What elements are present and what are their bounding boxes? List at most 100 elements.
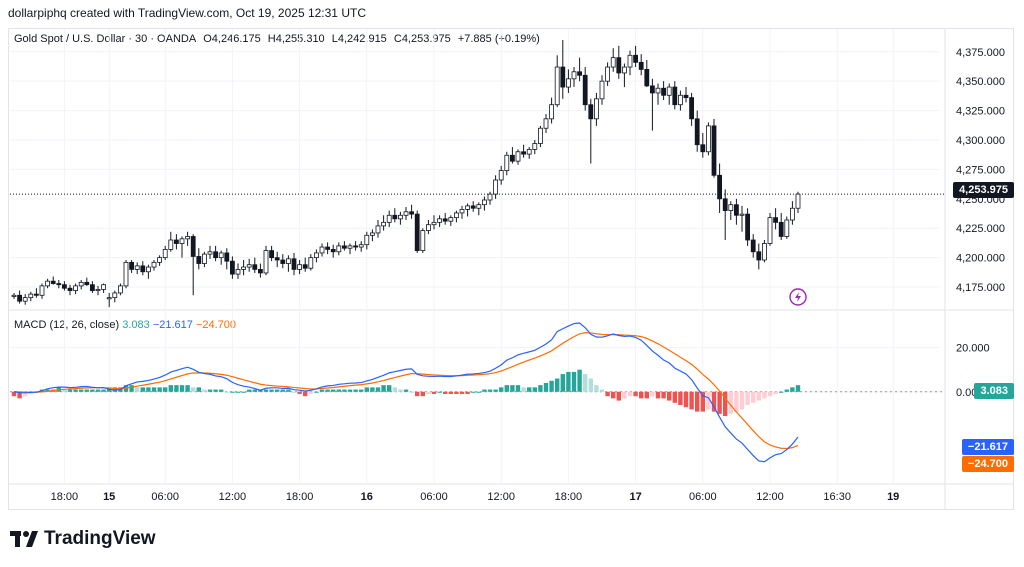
candle-body (560, 66, 566, 88)
candle-body (280, 259, 286, 264)
macd-histogram-bar (471, 391, 476, 393)
macd-histogram-bar (79, 389, 84, 392)
candle-body (616, 57, 622, 74)
macd-histogram-bar (381, 385, 386, 392)
time-tick-label: 19 (887, 491, 899, 503)
macd-histogram-bar (90, 389, 95, 392)
macd-histogram-bar (504, 385, 509, 392)
macd-histogram-bar (717, 391, 722, 414)
candle-body (235, 269, 241, 275)
candle-body (62, 284, 67, 289)
candle-body (17, 294, 23, 302)
macd-signal-line (13, 332, 799, 450)
macd-histogram-bar (795, 385, 801, 392)
macd-histogram-bar (398, 389, 403, 392)
candle-body (582, 74, 588, 106)
candle-body (101, 284, 106, 290)
candle-body (106, 297, 112, 300)
macd-histogram-bar (465, 391, 470, 394)
candle-body (90, 284, 95, 291)
candle-body (201, 253, 207, 264)
candle-body (734, 204, 739, 216)
macd-histogram-bar (168, 385, 173, 392)
macd-line (13, 322, 799, 463)
macd-histogram-bar (560, 374, 565, 392)
candle-body (498, 170, 504, 181)
candle-body (661, 87, 666, 96)
candle-body (246, 264, 252, 268)
candle-body (252, 264, 258, 270)
macd-tick-label: 20.000 (956, 343, 990, 355)
candle-body (129, 261, 135, 270)
macd-histogram-bar (291, 391, 297, 393)
candle-body (711, 125, 717, 176)
candle-body (453, 212, 459, 219)
macd-histogram-bar (538, 385, 543, 392)
candle-body (538, 127, 543, 144)
candle-body (134, 265, 140, 270)
macd-histogram-bar (174, 385, 179, 392)
macd-histogram-bar (230, 391, 235, 393)
macd-histogram-bar (370, 387, 375, 392)
time-tick-label: 18:00 (286, 491, 314, 503)
high-value: H4,255.310 (267, 33, 325, 45)
macd-histogram-bar (437, 391, 442, 393)
candle-body (425, 224, 431, 231)
candle-body (762, 243, 767, 261)
macd-title[interactable]: MACD (12, 26, close) (14, 319, 120, 331)
macd-histogram-bar (191, 387, 196, 392)
macd-histogram-bar (263, 389, 269, 392)
candle-body (655, 87, 661, 94)
candle-body (790, 207, 795, 221)
candle-body (297, 264, 303, 270)
chart-canvas[interactable]: 4,175.0004,200.0004,225.0004,250.0004,27… (0, 0, 1024, 520)
macd-hist-tag: 3.083 (974, 383, 1014, 399)
candle-body (694, 118, 700, 146)
macd-histogram-bar (459, 391, 465, 394)
macd-histogram-bar (784, 389, 789, 392)
macd-histogram-bar (331, 389, 336, 392)
macd-histogram-bar (527, 387, 532, 392)
macd-signal-tag: −24.700 (961, 456, 1014, 472)
candle-body (532, 143, 538, 150)
candle-body (409, 211, 415, 215)
candle-body (269, 250, 275, 259)
candle-body (678, 94, 683, 106)
price-tick-label: 4,300.000 (956, 135, 1005, 147)
time-tick-label: 17 (629, 491, 641, 503)
candle-body (605, 66, 610, 82)
candle-body (364, 234, 370, 246)
macd-histogram-bar (599, 389, 605, 392)
candle-body (218, 252, 224, 259)
price-legend: Gold Spot / U.S. Dollar · 30 · OANDA O4,… (14, 33, 544, 45)
macd-histogram-bar (521, 387, 526, 392)
price-tick-label: 4,325.000 (956, 106, 1005, 118)
candle-body (341, 245, 347, 249)
candle-body (50, 280, 56, 284)
macd-histogram-bar (700, 391, 705, 412)
macd-histogram-bar (549, 380, 554, 392)
macd-histogram-bar (403, 389, 409, 392)
macd-histogram-bar (84, 389, 89, 392)
macd-histogram-bar (11, 391, 17, 397)
candle-body (392, 214, 398, 220)
macd-histogram-bar (633, 391, 638, 397)
candle-body (207, 251, 213, 255)
candle-body (549, 104, 554, 120)
macd-histogram-bar (319, 389, 325, 392)
footer-logo[interactable]: TradingView (10, 528, 156, 550)
candle-body (330, 249, 336, 253)
macd-histogram-bar (325, 389, 330, 392)
macd-histogram-bar (571, 371, 577, 392)
candle-body (431, 221, 437, 226)
candle-body (257, 269, 263, 274)
symbol-label[interactable]: Gold Spot / U.S. Dollar · 30 · OANDA (14, 33, 197, 45)
macd-histogram-bar (683, 391, 689, 408)
macd-histogram-bar (728, 391, 733, 414)
candle-body (442, 218, 448, 222)
price-tick-label: 4,200.000 (956, 253, 1005, 265)
candle-body (263, 250, 269, 274)
macd-histogram-bar (431, 391, 437, 394)
candle-body (594, 98, 599, 120)
macd-histogram-bar (639, 391, 644, 399)
